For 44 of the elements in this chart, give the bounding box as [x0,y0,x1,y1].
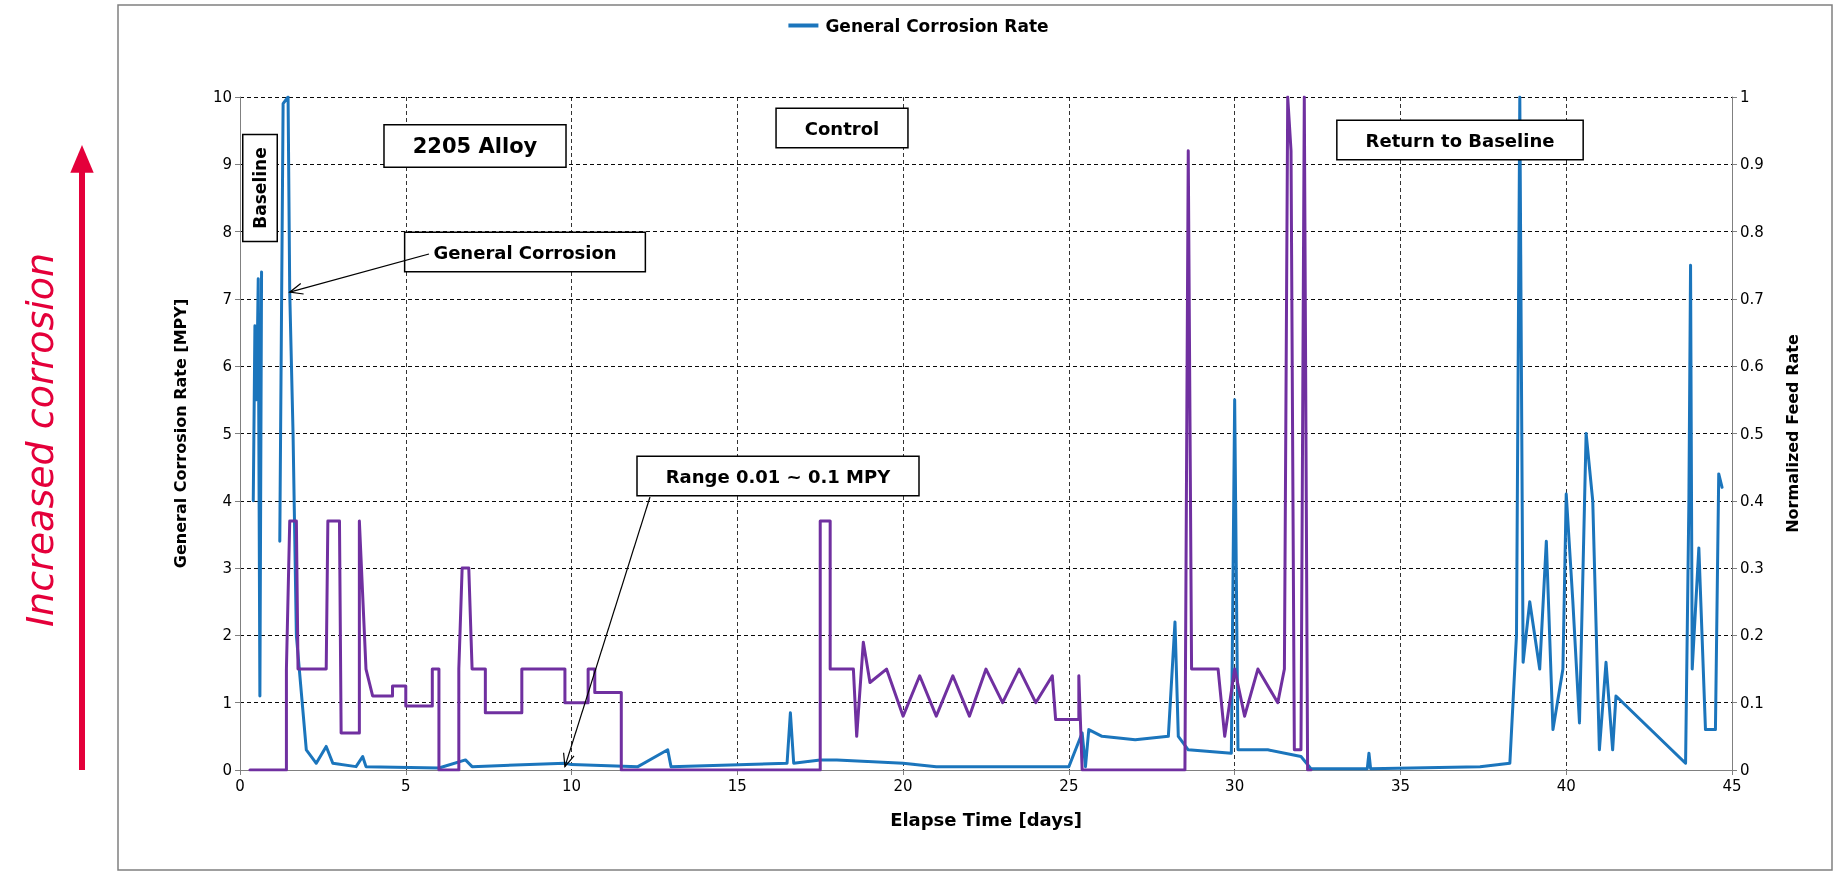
x-tick-label: 25 [1059,776,1079,795]
y-tick-label: 1 [222,693,232,712]
y2-tick-label: 0.3 [1740,559,1764,578]
y-axis-title: General Corrosion Rate [MPY] [170,298,190,569]
x-tick-label: 45 [1722,776,1742,795]
y-tick-label: 3 [222,559,232,578]
y2-tick-label: 0.2 [1740,626,1764,645]
y2-tick-label: 0.8 [1740,222,1764,241]
y-tick-label: 4 [222,491,232,510]
text: Increased corrosion [18,252,62,628]
y2-tick-label: 1 [1740,88,1750,106]
annotation: 2205 Alloy [412,134,538,158]
y2-tick-label: 0 [1740,761,1750,779]
x-axis-title: Elapse Time [days] [890,808,1082,830]
x-tick-label: 40 [1556,776,1576,795]
y-tick-label: 7 [222,289,232,308]
x-tick-label: 20 [893,776,913,795]
x-tick-label: 30 [1225,776,1245,795]
annotation: Return to Baseline [1365,129,1555,151]
y-tick-label: 5 [222,424,232,443]
y2-axis-title: Normalized Feed Rate [1782,334,1802,533]
legend-label: General Corrosion Rate [825,15,1049,36]
y2-tick-label: 0.7 [1740,289,1764,308]
y-tick-label: 6 [222,357,232,376]
x-tick-label: 5 [401,776,411,795]
y-tick-label: 0 [222,761,232,779]
y-tick-label: 2 [222,626,232,645]
x-tick-label: 15 [727,776,747,795]
x-tick-label: 35 [1390,776,1410,795]
y-tick-label: 10 [212,88,232,106]
y-tick-label: 8 [222,222,232,241]
y2-tick-label: 0.9 [1740,155,1764,174]
y2-tick-label: 0.4 [1740,491,1764,510]
annotation: Range 0.01 ~ 0.1 MPY [665,465,892,487]
x-tick-label: 0 [235,776,245,795]
x-tick-label: 10 [562,776,582,795]
y-tick-label: 9 [222,155,232,174]
y2-tick-label: 0.1 [1740,693,1764,712]
line-series [248,95,1313,772]
y2-tick-label: 0.5 [1740,424,1764,443]
y2-tick-label: 0.6 [1740,357,1764,376]
annotation: Baseline [250,147,270,229]
annotation: General Corrosion [433,241,617,263]
annotation: Control [804,117,880,139]
